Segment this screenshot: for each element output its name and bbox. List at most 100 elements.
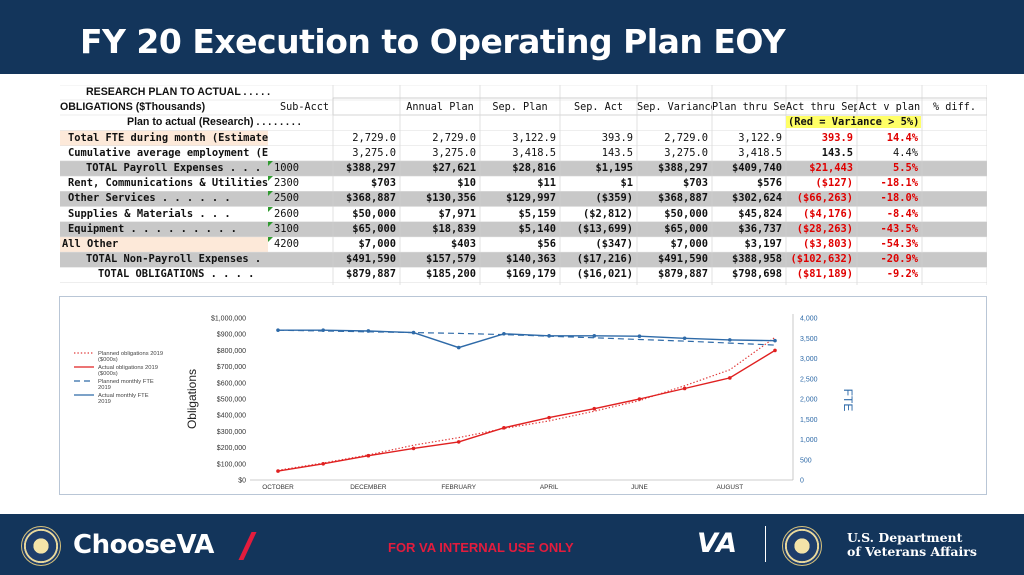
table-cell: $157,579 (425, 253, 476, 266)
department-line2: of Veterans Affairs (847, 544, 977, 559)
table-cell: $576 (756, 177, 782, 190)
row-label: Equipment . . . . . . . . . (68, 222, 237, 235)
table-cell: 3,275.0 (664, 146, 708, 159)
y-tick-label: $100,000 (217, 461, 246, 468)
legend-label: Planned obligations 2019 ($000s) (98, 351, 163, 363)
table-cell: 3,418.5 (738, 146, 782, 159)
row-highlight (60, 130, 268, 146)
y-axis-label: Obligations (185, 369, 199, 429)
legend-label: Actual monthly FTE 2019 (98, 393, 149, 405)
series-point (547, 334, 551, 338)
column-header: Plan thru Sep (712, 102, 786, 113)
va-seal-icon-right (782, 526, 822, 566)
series-point (728, 338, 732, 342)
table-cell: ($2,812) (582, 207, 633, 220)
table-cell: $185,200 (425, 268, 476, 281)
x-tick-label: DECEMBER (350, 484, 387, 491)
y2-axis-label: FTE (841, 389, 855, 412)
column-header: Annual Plan (406, 102, 474, 113)
cell-comment-marker (268, 191, 273, 197)
y-tick-label: $800,000 (217, 348, 246, 355)
execution-table: RESEARCH PLAN TO ACTUAL . . . . . OBLIGA… (60, 85, 987, 285)
row-subacct (274, 146, 334, 161)
series-point (773, 338, 777, 343)
series-point (682, 336, 687, 341)
series-point (321, 462, 325, 466)
y-tick-label: $0 (238, 478, 246, 485)
table-cell: $3,197 (744, 237, 782, 250)
y2-tick-label: 1,000 (800, 437, 818, 444)
table-cell: $7,971 (438, 207, 476, 220)
table-cell: ($127) (815, 177, 853, 190)
table-cell: $169,179 (505, 268, 556, 281)
x-tick-label: APRIL (540, 484, 559, 491)
table-cell: -8.4% (886, 207, 918, 220)
row-label: Rent, Communications & Utilities (68, 177, 268, 190)
table-cell: $409,740 (731, 161, 782, 174)
series-point (728, 376, 732, 380)
table-cell: $368,887 (657, 192, 708, 205)
table-cell: 2,729.0 (352, 131, 396, 144)
row-subacct: 2300 (274, 177, 300, 190)
table-grid (60, 85, 987, 285)
table-cell: 143.5 (821, 146, 853, 159)
x-tick-label: OCTOBER (262, 484, 294, 491)
table-cell: 393.9 (821, 131, 853, 144)
obligations-fte-chart: $0 $100,000 $200,000 $300,000 $400,000 $500,0… (59, 296, 987, 495)
series-point (276, 469, 280, 473)
va-logo: VA (697, 528, 737, 559)
series-point (456, 345, 461, 350)
series-point (592, 406, 597, 411)
table-cell: $130,356 (425, 192, 476, 205)
slide-title: FY 20 Execution to Operating Plan EOY (80, 22, 786, 61)
chart-svg: $0 $100,000 $200,000 $300,000 $400,000 $500,0… (74, 314, 855, 491)
row-band (60, 191, 987, 207)
series-line (277, 336, 776, 471)
table-cell: $7,000 (358, 237, 396, 250)
table-cell: ($28,263) (796, 222, 853, 235)
table-cell: 3,275.0 (432, 146, 476, 159)
table-cell: 3,275.0 (352, 146, 396, 159)
y-tick-label: $400,000 (217, 413, 246, 420)
column-header: Sep. Act (573, 102, 624, 113)
table-cell: 4.4% (892, 146, 918, 159)
cell-comment-marker (268, 236, 273, 242)
series-line (277, 329, 776, 346)
variance-note: (Red = Variance > 5%) (786, 115, 986, 130)
y2-tick-label: 4,000 (800, 316, 818, 323)
table-cell: $703 (370, 177, 396, 190)
row-subacct (274, 267, 334, 282)
table-title-line1: RESEARCH PLAN TO ACTUAL . . . . . (86, 86, 271, 98)
table-cell: $491,590 (345, 253, 396, 266)
column-header: Act thru Sep (786, 102, 857, 113)
table-cell: ($13,699) (576, 222, 633, 235)
series-point (592, 334, 597, 338)
table-cell: $10 (457, 177, 476, 190)
row-band (60, 252, 987, 268)
table-cell: 393.9 (601, 131, 633, 144)
series-line (278, 329, 776, 349)
x-tick-label: JUNE (631, 484, 648, 491)
slide-header: FY 20 Execution to Operating Plan EOY (0, 0, 1024, 74)
row-label: Other Services . . . . . . (68, 192, 231, 205)
series-point (502, 331, 506, 336)
table-cell: ($66,263) (796, 192, 853, 205)
internal-use-notice: FOR VA INTERNAL USE ONLY (388, 540, 574, 555)
column-header: Act v plan (858, 102, 921, 113)
cell-comment-marker (268, 176, 273, 182)
table-cell: 2,729.0 (432, 131, 476, 144)
y-tick-label: $1,000,000 (211, 316, 246, 323)
choose-va-text: VA (176, 530, 214, 560)
series-point (456, 440, 461, 444)
va-seal-icon (21, 526, 61, 566)
table-cell: $388,297 (657, 161, 708, 174)
table-cell: -54.3% (880, 237, 918, 250)
table-cell: $302,624 (731, 192, 782, 205)
series-point (502, 426, 506, 430)
table-cell: $56 (537, 237, 556, 250)
table-cell: ($17,216) (576, 253, 633, 266)
y2-tick-label: 1,500 (800, 417, 818, 424)
table-cell: ($347) (595, 237, 633, 250)
y-tick-label: $300,000 (217, 429, 246, 436)
series-point (682, 386, 687, 391)
